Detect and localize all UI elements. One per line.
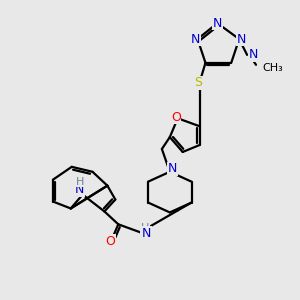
Text: S: S — [194, 76, 202, 89]
Text: N: N — [191, 32, 200, 46]
Text: H: H — [141, 223, 149, 233]
Text: N: N — [168, 162, 178, 175]
Text: N: N — [75, 183, 84, 196]
Text: N: N — [236, 32, 246, 46]
Text: O: O — [171, 111, 181, 124]
Text: H: H — [76, 177, 84, 187]
Text: N: N — [142, 227, 152, 240]
Text: CH₃: CH₃ — [262, 63, 283, 73]
Text: N: N — [213, 17, 222, 30]
Text: N: N — [249, 48, 258, 62]
Text: O: O — [105, 235, 115, 248]
